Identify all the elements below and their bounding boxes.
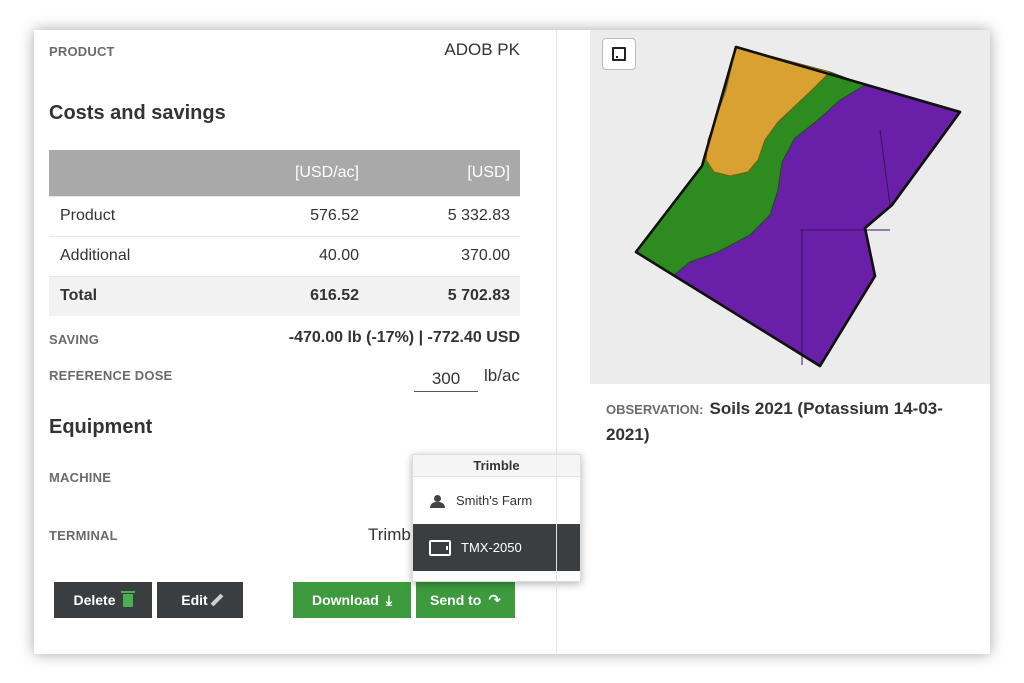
row-total: 5 702.83 <box>369 275 520 316</box>
dropdown-item-label: TMX-2050 <box>461 540 522 555</box>
terminal-value[interactable]: Trimb <box>368 525 411 544</box>
reference-dose-unit: lb/ac <box>484 366 520 385</box>
measure-button[interactable] <box>602 38 636 70</box>
edit-button[interactable]: Edit <box>157 582 243 618</box>
tablet-icon <box>429 539 451 556</box>
download-button[interactable]: Download ⤓ <box>293 582 411 618</box>
observation-text: OBSERVATION: Soils 2021 (Potassium 14-03-… <box>606 396 946 447</box>
table-header-cell <box>49 150 201 196</box>
row-name: Additional <box>49 235 201 276</box>
row-per-ac: 576.52 <box>201 195 369 236</box>
costs-title: Costs and savings <box>49 102 226 124</box>
pencil-icon <box>210 593 224 607</box>
row-per-ac: 616.52 <box>201 275 369 316</box>
observation-value: Soils 2021 (Potassium 14-03-2021) <box>606 399 943 444</box>
delete-button[interactable]: Delete <box>54 582 152 618</box>
details-panel: PRODUCT ADOB PK Costs and savings [USD/a… <box>34 30 581 654</box>
saving-label: SAVING <box>49 332 100 347</box>
product-value: ADOB PK <box>444 40 520 59</box>
row-total: 5 332.83 <box>369 195 520 236</box>
costs-table: [USD/ac] [USD] Product 576.52 5 332.83 A… <box>49 150 520 316</box>
terminal-label: TERMINAL <box>49 528 118 543</box>
product-label: PRODUCT <box>49 44 115 59</box>
dropdown-header: Trimble <box>413 455 580 477</box>
reference-dose-label: REFERENCE DOSE <box>49 368 173 383</box>
row-per-ac: 40.00 <box>201 235 369 276</box>
reference-dose-input[interactable] <box>414 366 478 392</box>
table-header-cell: [USD] <box>369 150 520 196</box>
delete-label: Delete <box>73 592 116 608</box>
table-row: Additional 40.00 370.00 <box>49 235 520 276</box>
send-to-dropdown: Trimble Smith's Farm TMX-2050 <box>412 454 581 582</box>
dropdown-item-tmx-2050[interactable]: TMX-2050 <box>413 524 580 571</box>
map-panel: OBSERVATION: Soils 2021 (Potassium 14-03-… <box>590 30 990 654</box>
edit-label: Edit <box>181 592 208 608</box>
dropdown-item-label: Smith's Farm <box>456 493 533 508</box>
table-row: Product 576.52 5 332.83 <box>49 195 520 236</box>
ruler-icon <box>612 47 626 61</box>
observation-label: OBSERVATION: <box>606 402 704 417</box>
table-header-row: [USD/ac] [USD] <box>49 150 520 196</box>
send-to-label: Send to <box>430 592 482 608</box>
saving-value: -470.00 lb (-17%) | -772.40 USD <box>288 329 520 346</box>
prescription-card: PRODUCT ADOB PK Costs and savings [USD/a… <box>34 30 990 654</box>
row-name: Product <box>49 195 201 236</box>
equipment-title: Equipment <box>49 416 153 438</box>
trash-icon <box>120 590 135 607</box>
machine-label: MACHINE <box>49 470 112 485</box>
row-total: 370.00 <box>369 235 520 276</box>
field-map[interactable] <box>590 30 990 384</box>
panel-divider <box>556 30 557 654</box>
table-row-total: Total 616.52 5 702.83 <box>49 275 520 316</box>
dropdown-item-smiths-farm[interactable]: Smith's Farm <box>413 477 580 524</box>
table-header-cell: [USD/ac] <box>201 150 369 196</box>
users-icon <box>429 494 446 508</box>
share-arrow-icon: ↷ <box>488 592 501 609</box>
download-label: Download <box>311 592 379 608</box>
download-icon: ⤓ <box>385 591 393 608</box>
field-zones-map <box>634 45 962 368</box>
row-name: Total <box>49 275 201 316</box>
send-to-button[interactable]: Send to ↷ <box>416 582 515 618</box>
